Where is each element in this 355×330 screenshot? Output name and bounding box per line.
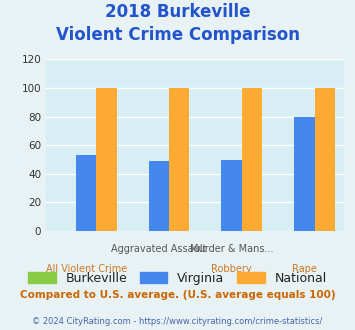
Text: Murder & Mans...: Murder & Mans...: [190, 244, 273, 254]
Bar: [76, 155, 96, 231]
Legend: Burkeville, Virginia, National: Burkeville, Virginia, National: [23, 267, 332, 290]
Bar: [222, 159, 242, 231]
Bar: [242, 88, 262, 231]
Bar: [294, 116, 315, 231]
Bar: [96, 88, 117, 231]
Bar: [149, 161, 169, 231]
Text: Compared to U.S. average. (U.S. average equals 100): Compared to U.S. average. (U.S. average …: [20, 290, 335, 300]
Text: 2018 Burkeville: 2018 Burkeville: [105, 3, 250, 21]
Text: Rape: Rape: [292, 264, 317, 274]
Bar: [315, 88, 335, 231]
Text: Robbery: Robbery: [211, 264, 252, 274]
Text: © 2024 CityRating.com - https://www.cityrating.com/crime-statistics/: © 2024 CityRating.com - https://www.city…: [32, 317, 323, 326]
Text: All Violent Crime: All Violent Crime: [45, 264, 127, 274]
Text: Aggravated Assault: Aggravated Assault: [111, 244, 207, 254]
Bar: [169, 88, 190, 231]
Text: Violent Crime Comparison: Violent Crime Comparison: [55, 26, 300, 45]
